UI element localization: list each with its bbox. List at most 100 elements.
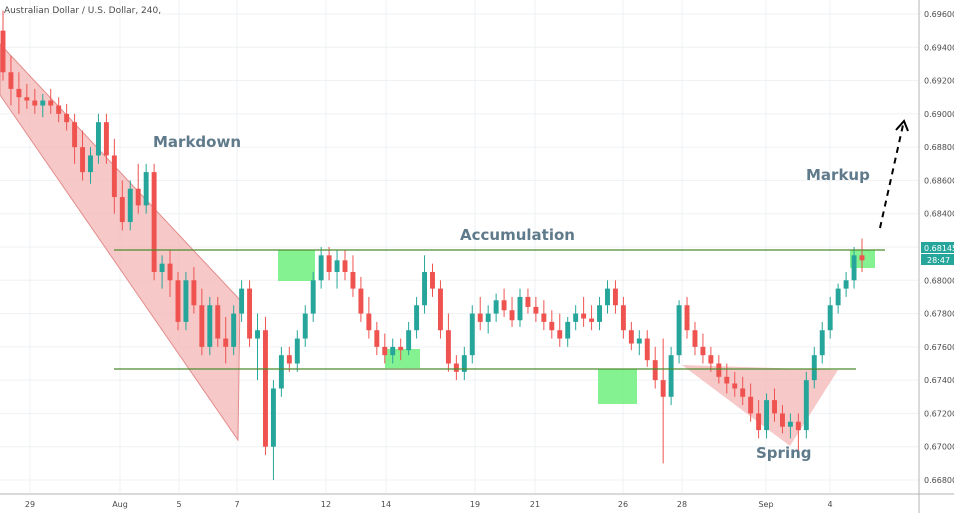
candle-body [223,338,229,347]
candle-body [103,122,109,156]
candle-body [80,147,86,173]
countdown-value: 28:47 [927,256,950,265]
candle-body [127,188,133,223]
candle-body [453,363,459,372]
candle-body [692,330,698,347]
candles [0,10,865,480]
y-tick-label: 0.68000 [924,276,954,285]
x-tick-label: 4 [827,500,832,509]
candle-body [135,188,141,206]
candle-body [414,305,420,331]
candle-body [151,172,157,272]
accumulation-box [278,250,315,281]
candle-body [95,122,101,156]
candle-body [326,255,332,272]
x-tick-label: 21 [530,500,540,509]
candle-body [239,288,245,314]
candle-body [843,280,849,289]
candle-body [183,280,189,322]
candle-body [541,313,547,322]
candle-body [485,313,491,322]
countdown-tag [921,254,954,265]
candle-body [88,155,93,173]
candle-body [175,280,181,322]
candle-body [406,330,412,351]
candle-body [764,400,770,431]
candle-body [199,305,205,347]
candle-body [247,288,253,339]
candle-body [708,355,714,364]
candle-body [159,263,165,272]
candle-body [581,313,587,319]
candle-body [445,330,451,364]
candle-body [398,346,404,351]
candle-body [358,288,364,314]
candle-body [461,355,467,372]
candle-body [48,100,54,106]
candle-body [40,100,46,106]
candle-body [215,305,221,339]
candle-body [16,88,22,98]
x-axis: 29 Aug 5 7 12 14 19 21 26 28 Sep 4 [25,500,833,509]
candle-body [724,376,730,384]
candle-body [668,355,674,397]
candle-body [827,305,833,331]
candle-body [207,305,213,347]
candle-body [501,300,507,311]
candle-body [167,263,173,281]
y-tick-label: 0.69000 [924,110,954,119]
candle-body [350,271,356,289]
x-tick-label: 7 [234,500,239,509]
candle-body [716,363,722,377]
candle-body [676,305,682,356]
candle-body [374,330,380,347]
candle-body [684,305,690,331]
candle-body [859,255,865,261]
candle-body [231,313,237,347]
spring-label: Spring [756,444,812,462]
candle-body [430,271,435,289]
y-tick-label: 0.67600 [924,343,954,352]
candle-body [620,305,626,331]
candle-body [835,288,841,306]
candle-body [302,313,308,339]
candle-body [787,421,793,427]
candle-body [111,155,117,198]
candle-body [437,288,443,331]
candle-body [382,346,388,356]
candle-body [795,421,801,431]
candle-body [278,355,284,389]
accumulation-label: Accumulation [460,226,575,244]
candle-body [119,197,125,223]
x-tick-label: 5 [176,500,181,509]
price-tag-value: 0.68145 [924,244,954,253]
candle-body [660,380,666,397]
candle-body [24,97,30,101]
candle-body [366,313,372,331]
x-tick-label: 14 [381,500,391,509]
candle-body [740,388,746,397]
y-tick-label: 0.68600 [924,176,954,185]
candle-body [509,310,515,321]
accumulation-box [598,369,637,404]
y-tick-label: 0.67000 [924,443,954,452]
markdown-channel [0,43,241,442]
candle-body [334,260,340,272]
candle-body [557,330,563,339]
candle-body [270,388,276,447]
candle-body [628,330,634,344]
y-tick-label: 0.69200 [924,77,954,86]
candle-body [310,280,316,314]
candle-body [342,260,348,272]
candle-body [0,30,6,73]
candle-body [756,413,762,431]
candle-body [589,318,595,322]
candle-body [525,296,531,307]
candle-body [700,346,706,356]
candle-body [64,113,70,123]
candle-body [286,355,292,364]
candle-body [565,321,571,339]
candle-body [636,338,642,344]
